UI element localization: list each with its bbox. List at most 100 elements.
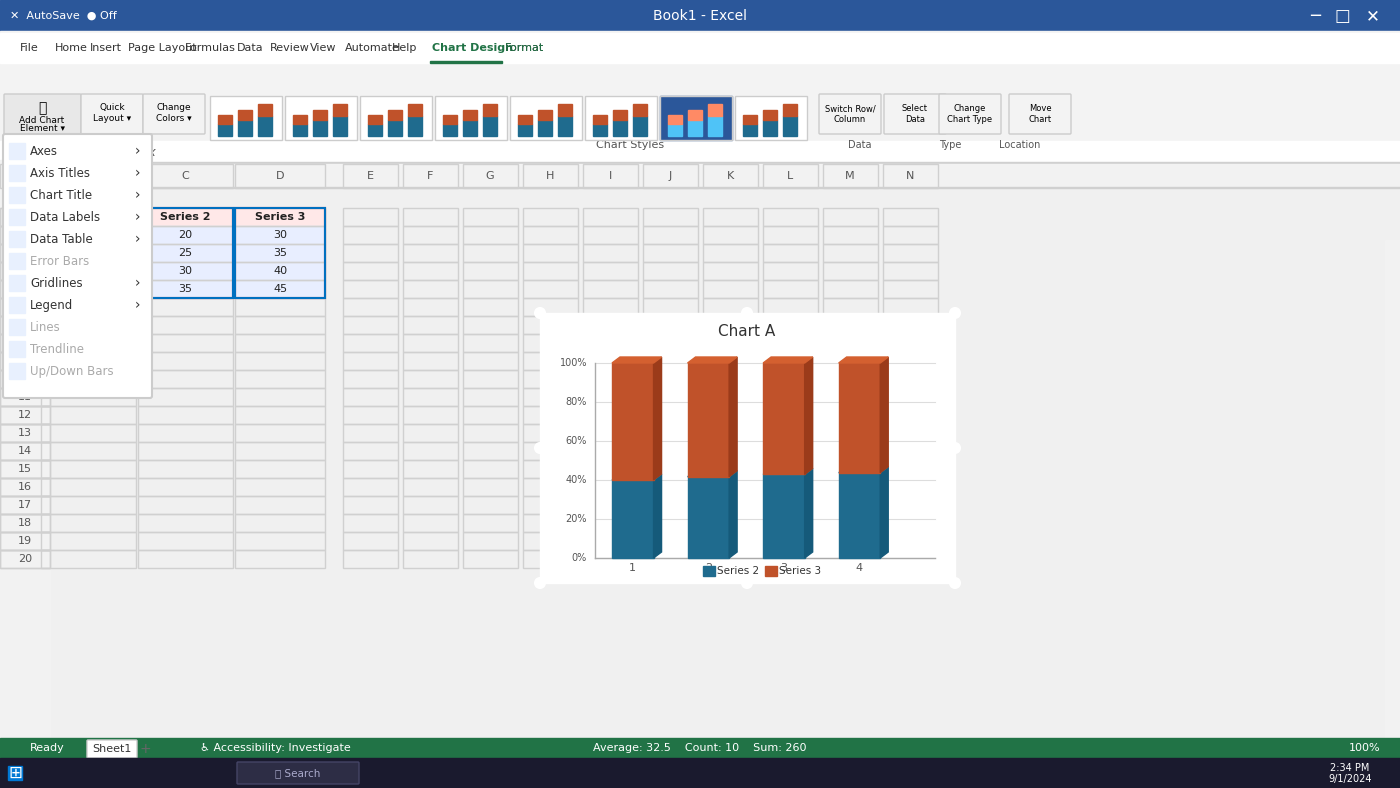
Bar	[403, 478, 458, 496]
Text: Chart Styles: Chart Styles	[596, 140, 664, 150]
Bar	[823, 550, 878, 568]
Bar	[559, 116, 573, 136]
Bar	[524, 442, 578, 460]
Bar	[612, 480, 654, 558]
Bar	[0, 316, 50, 334]
Bar	[524, 262, 578, 280]
Text: ›: ›	[136, 144, 141, 158]
Bar	[883, 280, 938, 298]
Bar	[659, 96, 732, 140]
Text: +: +	[139, 742, 151, 756]
Text: ›: ›	[136, 298, 141, 312]
Bar	[0, 262, 50, 280]
Bar	[643, 226, 699, 244]
Bar	[0, 758, 1400, 788]
Bar	[41, 442, 136, 460]
Bar	[343, 334, 398, 352]
Text: Series 1: Series 1	[63, 212, 113, 222]
Bar	[235, 550, 325, 568]
Bar	[41, 262, 136, 280]
Polygon shape	[805, 468, 812, 558]
Bar	[139, 208, 232, 226]
Bar	[613, 120, 627, 136]
Bar	[524, 316, 578, 334]
Bar	[643, 406, 699, 424]
Bar	[0, 334, 50, 352]
Bar	[0, 93, 1400, 141]
Text: 15: 15	[18, 464, 32, 474]
Bar	[463, 370, 518, 388]
Bar	[430, 61, 503, 63]
Bar	[139, 316, 232, 334]
Bar	[703, 532, 757, 550]
Bar	[823, 388, 878, 406]
Bar	[343, 352, 398, 370]
Bar	[763, 478, 818, 496]
Bar	[0, 334, 50, 352]
Bar	[403, 370, 458, 388]
Bar	[823, 424, 878, 442]
Bar	[41, 550, 136, 568]
Bar	[763, 208, 818, 226]
Bar	[643, 164, 699, 188]
Bar	[463, 280, 518, 298]
Bar	[235, 496, 325, 514]
Bar	[703, 460, 757, 478]
Text: Select
Data: Select Data	[902, 104, 928, 124]
Bar	[0, 460, 50, 478]
Text: 0%: 0%	[571, 553, 587, 563]
Bar	[235, 244, 325, 262]
Bar	[585, 96, 657, 140]
Bar	[0, 164, 50, 188]
Bar	[703, 370, 757, 388]
Circle shape	[535, 578, 545, 588]
Bar	[883, 496, 938, 514]
Bar	[538, 110, 552, 120]
Text: 25: 25	[81, 284, 95, 294]
Bar	[594, 115, 608, 124]
Bar	[763, 424, 818, 442]
Bar	[403, 334, 458, 352]
Bar	[582, 262, 638, 280]
Bar	[659, 96, 732, 140]
Bar	[524, 164, 578, 188]
Text: Error Bars: Error Bars	[29, 255, 90, 267]
Bar	[41, 262, 136, 280]
Bar	[41, 164, 136, 188]
Bar	[235, 164, 325, 188]
Text: 40: 40	[273, 266, 287, 276]
Bar	[582, 352, 638, 370]
Bar	[0, 478, 50, 496]
Bar	[235, 424, 325, 442]
Bar	[8, 231, 25, 247]
Bar	[333, 104, 347, 116]
Bar	[343, 370, 398, 388]
Bar	[0, 550, 50, 568]
Bar	[582, 334, 638, 352]
Bar	[8, 187, 25, 203]
Bar	[763, 262, 818, 280]
Bar	[139, 388, 232, 406]
Text: Format: Format	[505, 43, 545, 53]
Bar	[708, 116, 722, 136]
FancyBboxPatch shape	[143, 94, 204, 134]
Bar	[403, 226, 458, 244]
Bar	[582, 550, 638, 568]
Bar	[235, 334, 325, 352]
Bar	[0, 164, 1400, 188]
Text: Format: Format	[505, 43, 545, 53]
Text: 40%: 40%	[566, 475, 587, 485]
Text: ›: ›	[136, 210, 141, 224]
Bar	[407, 104, 421, 116]
Bar	[763, 514, 818, 532]
Bar	[463, 460, 518, 478]
Bar	[0, 226, 50, 244]
Bar	[703, 566, 715, 576]
Bar	[0, 739, 1400, 740]
Bar	[0, 0, 1400, 31]
Text: 17: 17	[18, 500, 32, 510]
Bar	[139, 280, 232, 298]
Bar	[763, 550, 818, 568]
Bar	[703, 280, 757, 298]
Bar	[643, 424, 699, 442]
